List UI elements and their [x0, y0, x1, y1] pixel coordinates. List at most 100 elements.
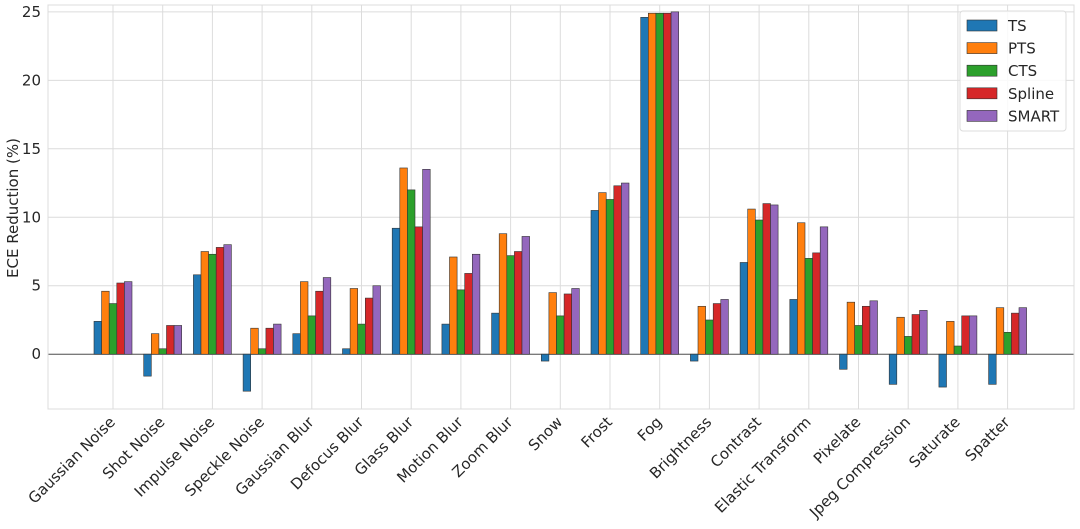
y-tick-label: 15: [22, 140, 41, 158]
bar-ts: [540, 353, 550, 362]
bar-pts: [151, 333, 160, 355]
bar-spline: [414, 226, 423, 355]
y-tick-label: 5: [31, 277, 41, 295]
legend-box: [959, 10, 1067, 132]
bar-ts: [193, 274, 202, 355]
bar-spline: [116, 282, 125, 355]
bar-cts: [754, 219, 764, 355]
bar-smart: [919, 310, 928, 355]
bar-cts: [904, 336, 913, 355]
bar-spline: [663, 12, 672, 355]
x-tick-label: Spatter: [962, 413, 1014, 465]
bar-pts: [598, 192, 607, 355]
bar-ts: [690, 353, 699, 362]
bar-group: [839, 300, 878, 370]
legend-swatch: [966, 42, 998, 54]
legend-label: Spline: [1008, 85, 1054, 103]
bar-cts: [158, 348, 167, 355]
y-tick-label: 10: [22, 208, 41, 226]
legend-label: CTS: [1008, 62, 1037, 80]
bar-group: [391, 167, 431, 355]
bar-cts: [556, 315, 565, 355]
plot-frame: [47, 4, 1075, 410]
bar-cts: [1003, 332, 1012, 355]
x-tick-label: Elastic Transform: [711, 413, 814, 516]
bar-smart: [670, 11, 679, 355]
bar-group: [292, 277, 332, 355]
bar-cts: [257, 348, 267, 355]
bar-pts: [697, 305, 706, 355]
bar-spline: [464, 273, 473, 355]
x-tick-label: Gaussian Noise: [25, 413, 119, 507]
bar-spline: [1011, 312, 1020, 355]
bar-spline: [215, 247, 225, 355]
bar-pts: [200, 251, 209, 355]
bar-ts: [342, 348, 351, 355]
bar-smart: [273, 323, 282, 355]
bar-ts: [640, 17, 649, 355]
bar-group: [93, 281, 133, 355]
bar-group: [739, 203, 779, 355]
bar-group: [938, 315, 978, 388]
bar-ts: [391, 227, 401, 355]
bar-cts: [407, 189, 416, 355]
legend-item: CTS: [966, 62, 1037, 80]
bar-group: [491, 233, 530, 355]
bar-group: [690, 299, 729, 362]
bar-group: [342, 285, 381, 355]
bar-ts: [938, 353, 947, 388]
bar-pts: [101, 290, 110, 355]
bar-cts: [456, 289, 466, 355]
bar-cts: [605, 199, 615, 355]
bar-cts: [357, 323, 366, 355]
bar-smart: [571, 288, 580, 355]
bar-ts: [292, 333, 301, 355]
bar-group: [242, 323, 282, 392]
bar-spline: [712, 303, 722, 355]
bar-ts: [839, 353, 848, 370]
bar-group: [441, 253, 481, 355]
bar-spline: [613, 185, 622, 355]
bar-smart: [471, 253, 481, 355]
bar-spline: [812, 252, 821, 355]
y-tick-labels: 0 5 10 15 20 25: [22, 3, 41, 363]
legend-item: SMART: [966, 107, 1060, 125]
bar-spline: [861, 305, 871, 355]
bar-group: [789, 222, 829, 355]
bar-ts: [789, 299, 798, 355]
bar-smart: [372, 285, 381, 355]
bar-pts: [846, 301, 855, 355]
bar-group: [193, 244, 232, 355]
bar-pts: [946, 321, 955, 355]
y-tick-label: 25: [22, 3, 41, 21]
bar-smart: [869, 300, 878, 355]
bar-smart: [223, 244, 232, 355]
bar-smart: [770, 204, 779, 355]
bar-cts: [208, 253, 217, 355]
bar-group: [988, 307, 1027, 385]
legend-label: SMART: [1008, 107, 1060, 125]
bar-ts: [93, 321, 102, 355]
bar-smart: [521, 236, 530, 355]
bar-smart: [124, 281, 133, 355]
bar-ts: [242, 353, 252, 392]
bar-cts: [854, 325, 863, 355]
bar-ts: [988, 353, 997, 385]
bar-spline: [762, 203, 771, 355]
bar-smart: [173, 325, 183, 355]
bar-pts: [300, 281, 309, 355]
legend-item: PTS: [966, 40, 1036, 58]
bar-pts: [647, 12, 657, 355]
bar-cts: [506, 255, 515, 355]
bar-group: [888, 310, 928, 385]
bar-pts: [797, 222, 806, 355]
x-tick-label: Saturate: [905, 413, 963, 471]
bar-spline: [514, 251, 523, 355]
legend-swatch: [966, 64, 998, 77]
bar-ts: [143, 353, 152, 377]
bar-pts: [548, 292, 557, 355]
bar-pts: [250, 327, 259, 355]
bar-pts: [449, 256, 458, 355]
